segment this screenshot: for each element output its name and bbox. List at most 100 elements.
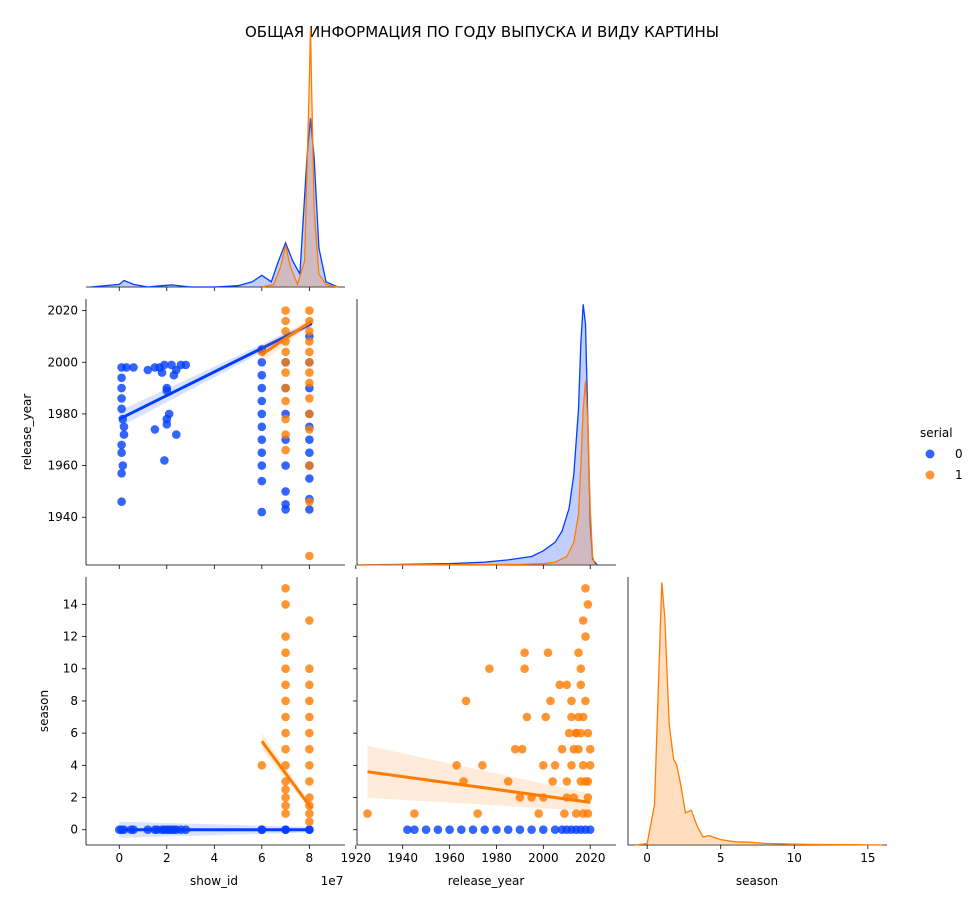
legend-label-serial-1: 1 <box>955 468 963 482</box>
point-serial-1 <box>281 728 290 738</box>
point-serial-0 <box>257 383 267 393</box>
point-serial-0 <box>122 363 131 372</box>
density-line-serial-1 <box>261 27 339 288</box>
x-axis-offset-text: 1e7 <box>321 874 344 888</box>
regression-line-serial-1 <box>260 319 313 356</box>
point-serial-0 <box>160 456 169 465</box>
point-serial-0 <box>281 461 290 470</box>
point-serial-1 <box>585 744 595 754</box>
point-serial-1 <box>305 337 314 346</box>
x-tick-label: 5 <box>717 851 725 865</box>
x-axis-label-release-year: release_year <box>448 874 525 888</box>
panel-release_year-release_year <box>355 299 616 569</box>
point-serial-0 <box>157 368 167 377</box>
y-tick-label: 6 <box>70 726 78 740</box>
point-serial-0 <box>257 422 267 432</box>
density-line-serial-0 <box>358 304 598 566</box>
point-serial-1 <box>583 728 593 738</box>
point-serial-1 <box>515 793 525 802</box>
regression-line-serial-1 <box>260 740 313 810</box>
point-serial-0 <box>281 487 290 496</box>
point-serial-1 <box>564 728 574 738</box>
point-serial-1 <box>473 809 483 818</box>
point-serial-1 <box>257 761 267 770</box>
point-serial-1 <box>305 409 314 419</box>
point-serial-1 <box>571 809 581 818</box>
point-serial-1 <box>281 785 290 794</box>
panel-show_id-show_id <box>86 27 345 291</box>
point-serial-1 <box>546 696 555 706</box>
point-serial-1 <box>281 584 290 593</box>
point-serial-0 <box>503 825 513 834</box>
legend-label-serial-0: 0 <box>955 447 963 461</box>
y-axis-label-release-year: release_year <box>20 394 34 471</box>
point-serial-1 <box>567 696 576 706</box>
point-serial-1 <box>522 712 532 722</box>
point-serial-1 <box>281 648 290 657</box>
point-serial-0 <box>257 476 267 486</box>
point-serial-0 <box>585 825 595 834</box>
point-serial-1 <box>305 425 314 434</box>
point-serial-1 <box>569 744 579 754</box>
point-serial-1 <box>305 680 314 690</box>
density-line-serial-0 <box>90 118 339 288</box>
point-serial-0 <box>117 440 126 450</box>
point-serial-1 <box>539 761 548 770</box>
point-serial-0 <box>305 505 314 514</box>
point-serial-1 <box>281 358 290 367</box>
point-serial-1 <box>452 761 461 770</box>
point-serial-0 <box>527 825 536 834</box>
y-tick-label: 2020 <box>47 304 78 318</box>
y-tick-label: 12 <box>63 630 78 644</box>
point-serial-1 <box>305 793 314 802</box>
point-serial-1 <box>576 728 586 738</box>
point-serial-1 <box>517 744 527 754</box>
point-serial-0 <box>117 448 126 458</box>
point-serial-1 <box>281 696 290 706</box>
point-serial-1 <box>520 664 529 673</box>
point-serial-1 <box>305 809 314 818</box>
point-serial-1 <box>541 712 550 722</box>
point-serial-0 <box>119 430 129 439</box>
point-serial-1 <box>567 761 576 770</box>
point-serial-0 <box>457 825 466 834</box>
point-serial-1 <box>576 680 586 690</box>
x-tick-label: 0 <box>643 851 651 865</box>
point-serial-1 <box>583 793 593 802</box>
y-tick-label: 14 <box>63 597 78 611</box>
x-tick-label: 0 <box>115 851 123 865</box>
point-serial-1 <box>305 306 314 315</box>
regression-line-serial-0 <box>118 322 313 421</box>
point-serial-0 <box>257 507 267 517</box>
point-serial-0 <box>550 825 560 834</box>
point-serial-1 <box>585 761 595 770</box>
point-serial-1 <box>560 809 569 818</box>
x-tick-label: 15 <box>860 851 875 865</box>
x-axis-label-season: season <box>736 874 778 888</box>
y-axis-label-season: season <box>37 690 51 732</box>
point-serial-1 <box>548 777 557 786</box>
x-tick-label: 8 <box>306 851 314 865</box>
legend-title: serial <box>920 426 953 440</box>
point-serial-1 <box>281 306 290 315</box>
point-serial-1 <box>281 793 290 802</box>
x-tick-label: 2020 <box>575 851 606 865</box>
x-axis-label-show-id: show_id <box>190 874 238 888</box>
panel-release_year-show_id: 1940 1960 1980 2000 2020 <box>47 299 345 569</box>
point-serial-0 <box>117 383 126 393</box>
point-serial-1 <box>281 680 290 690</box>
y-tick-label: 10 <box>63 662 78 676</box>
x-tick-label: 1920 <box>341 851 372 865</box>
point-serial-0 <box>160 360 169 370</box>
point-serial-1 <box>305 664 314 673</box>
point-serial-0 <box>257 358 267 367</box>
point-serial-1 <box>581 584 590 593</box>
y-tick-label: 0 <box>70 823 78 837</box>
point-serial-1 <box>557 744 567 754</box>
point-serial-1 <box>305 461 314 470</box>
point-serial-1 <box>562 777 572 786</box>
point-serial-1 <box>363 809 372 818</box>
point-serial-1 <box>281 414 290 424</box>
point-serial-0 <box>305 474 314 483</box>
x-tick-label: 1980 <box>481 851 512 865</box>
